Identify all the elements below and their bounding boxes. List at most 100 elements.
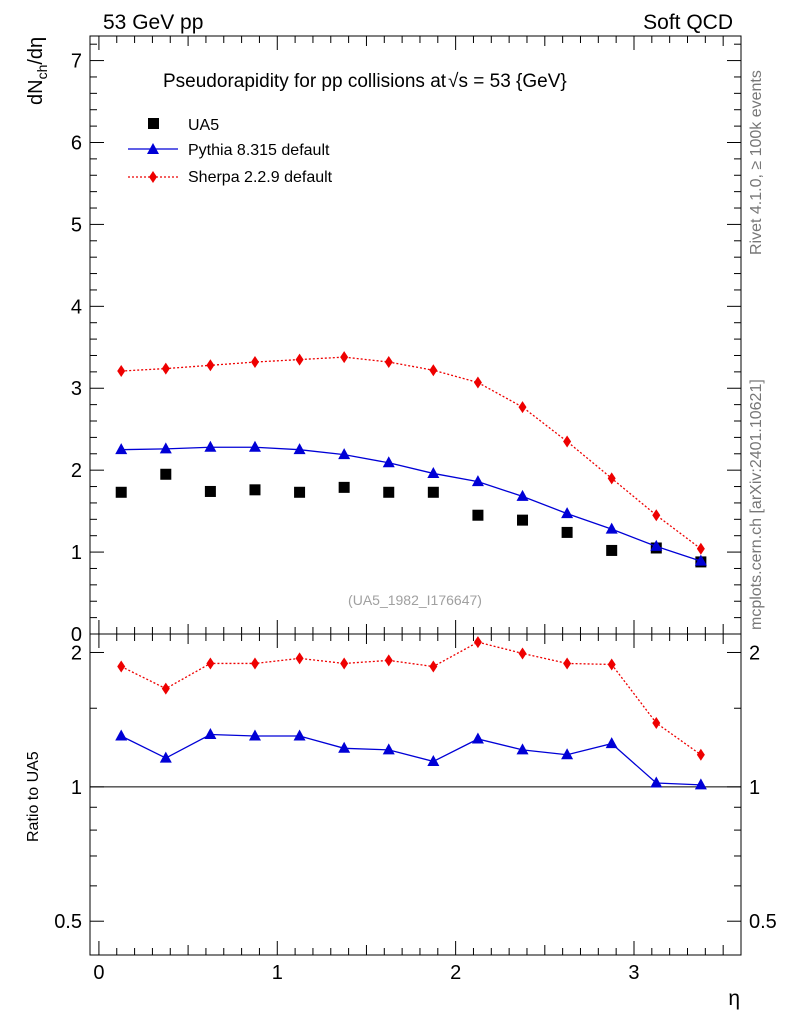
ratio-y-tick-label-right: 1	[749, 777, 760, 799]
data-point-pythia	[338, 741, 351, 753]
data-point-sherpa	[473, 636, 482, 649]
header-left-label: 53 GeV pp	[103, 11, 203, 34]
data-point-sherpa	[384, 356, 393, 369]
data-point-sherpa	[340, 351, 349, 364]
main-plot-panel: 0 1 2 3 4 5 6 7 Pseudorapidity for pp collision…	[25, 35, 742, 646]
header-right-label: Soft QCD	[643, 11, 733, 34]
data-point-sherpa	[607, 472, 616, 485]
data-point-sherpa	[117, 365, 126, 378]
ratio-y-tick-label-right: 2	[749, 642, 760, 664]
data-point-sherpa	[161, 362, 170, 375]
data-point-pythia	[293, 729, 306, 741]
data-point-pythia	[115, 443, 128, 455]
ratio-series-layer	[115, 636, 707, 790]
data-point-ua5	[204, 485, 216, 497]
data-point-sherpa	[384, 654, 393, 667]
main-y-tick-label: 3	[71, 378, 82, 400]
data-point-pythia	[382, 743, 395, 755]
series-line	[120, 733, 701, 786]
data-point-sherpa	[563, 435, 572, 448]
data-point-sherpa	[652, 509, 661, 522]
legend-label-pythia: Pythia 8.315 default	[188, 142, 330, 159]
data-point-sherpa	[295, 652, 304, 665]
legend-entry-sherpa: Sherpa 2.2.9 default	[128, 169, 333, 186]
main-y-tick-labels: 0 1 2 3 4 5 6 7	[71, 51, 82, 646]
main-y-tick-label: 1	[71, 542, 82, 564]
ratio-axis-ticks	[90, 634, 742, 955]
data-point-pythia	[650, 776, 663, 788]
data-point-sherpa	[117, 660, 126, 673]
data-point-ua5	[249, 484, 261, 496]
ratio-plot-frame	[89, 633, 742, 956]
legend-entry-ua5: UA5	[148, 117, 219, 134]
main-y-tick-label: 0	[71, 624, 82, 646]
main-y-axis-label: dNch/dη	[25, 37, 50, 105]
data-point-sherpa	[161, 682, 170, 695]
main-y-tick-label: 5	[71, 214, 82, 236]
ratio-y-tick-label: 1	[71, 777, 82, 799]
main-series-layer	[115, 351, 707, 568]
data-point-ua5	[115, 486, 127, 498]
analysis-watermark: (UA5_1982_I176647)	[348, 592, 482, 608]
y-label-tail: /dη	[25, 37, 47, 65]
data-point-pythia	[159, 442, 172, 454]
data-point-pythia	[115, 729, 128, 741]
data-point-pythia	[694, 778, 707, 790]
series-line	[121, 446, 702, 562]
data-point-sherpa	[340, 657, 349, 670]
legend-label-sherpa: Sherpa 2.2.9 default	[188, 169, 333, 186]
data-point-sherpa	[607, 658, 616, 671]
data-point-ua5	[472, 509, 484, 521]
data-point-sherpa	[518, 647, 527, 660]
main-title: Pseudorapidity for pp collisions at √s = …	[163, 71, 567, 92]
data-point-pythia	[561, 507, 574, 519]
ratio-plot-panel: 0.5 0.5 1 1 2 2 0 1 2 3 Ratio to UA5 η	[25, 633, 777, 1010]
mcplots-label: mcplots.cern.ch [arXiv:2401.10621]	[748, 379, 765, 630]
main-y-tick-label: 4	[71, 296, 82, 318]
legend-entry-pythia: Pythia 8.315 default	[128, 142, 330, 159]
data-point-sherpa	[696, 748, 705, 761]
data-point-pythia	[471, 732, 484, 744]
legend-marker-triangle	[147, 143, 159, 154]
data-point-ua5	[561, 526, 573, 538]
ratio-y-tick-label: 0.5	[54, 911, 82, 933]
data-point-pythia	[427, 466, 440, 478]
x-tick-labels: 0 1 2 3	[93, 962, 639, 984]
data-point-ua5	[517, 514, 529, 526]
data-point-pythia	[605, 522, 618, 534]
data-point-ua5	[294, 486, 306, 498]
legend-marker-square	[148, 118, 159, 129]
data-point-sherpa	[250, 657, 259, 670]
legend: UA5 Pythia 8.315 default Sherpa 2.2.9 de…	[128, 117, 333, 186]
main-axis-ticks	[90, 36, 742, 635]
ratio-y-tick-label: 2	[71, 642, 82, 664]
main-y-tick-label: 2	[71, 460, 82, 482]
data-point-pythia	[516, 489, 529, 501]
x-tick-label: 0	[93, 962, 104, 984]
data-point-pythia	[650, 539, 663, 551]
data-point-pythia	[248, 729, 261, 741]
y-label-main: dN	[25, 79, 47, 105]
data-point-pythia	[293, 443, 306, 455]
data-point-ua5	[383, 486, 395, 498]
data-point-pythia	[204, 440, 217, 452]
data-point-sherpa	[652, 717, 661, 730]
legend-label-ua5: UA5	[188, 117, 219, 134]
data-point-pythia	[694, 554, 707, 566]
ratio-y-tick-label-right: 0.5	[749, 911, 777, 933]
data-point-pythia	[605, 737, 618, 749]
data-point-sherpa	[518, 401, 527, 414]
x-tick-label: 2	[450, 962, 461, 984]
data-point-ua5	[338, 481, 350, 493]
main-y-tick-label: 6	[71, 132, 82, 154]
data-point-sherpa	[429, 364, 438, 377]
x-tick-label: 1	[272, 962, 283, 984]
legend-marker-diamond	[149, 171, 157, 183]
main-title-text: Pseudorapidity for pp collisions at	[163, 71, 447, 92]
data-point-sherpa	[206, 657, 215, 670]
series-line	[121, 356, 702, 550]
x-tick-label: 3	[628, 962, 639, 984]
y-label-sub: ch	[34, 65, 50, 80]
rivet-label: Rivet 4.1.0, ≥ 100k events	[748, 70, 765, 255]
